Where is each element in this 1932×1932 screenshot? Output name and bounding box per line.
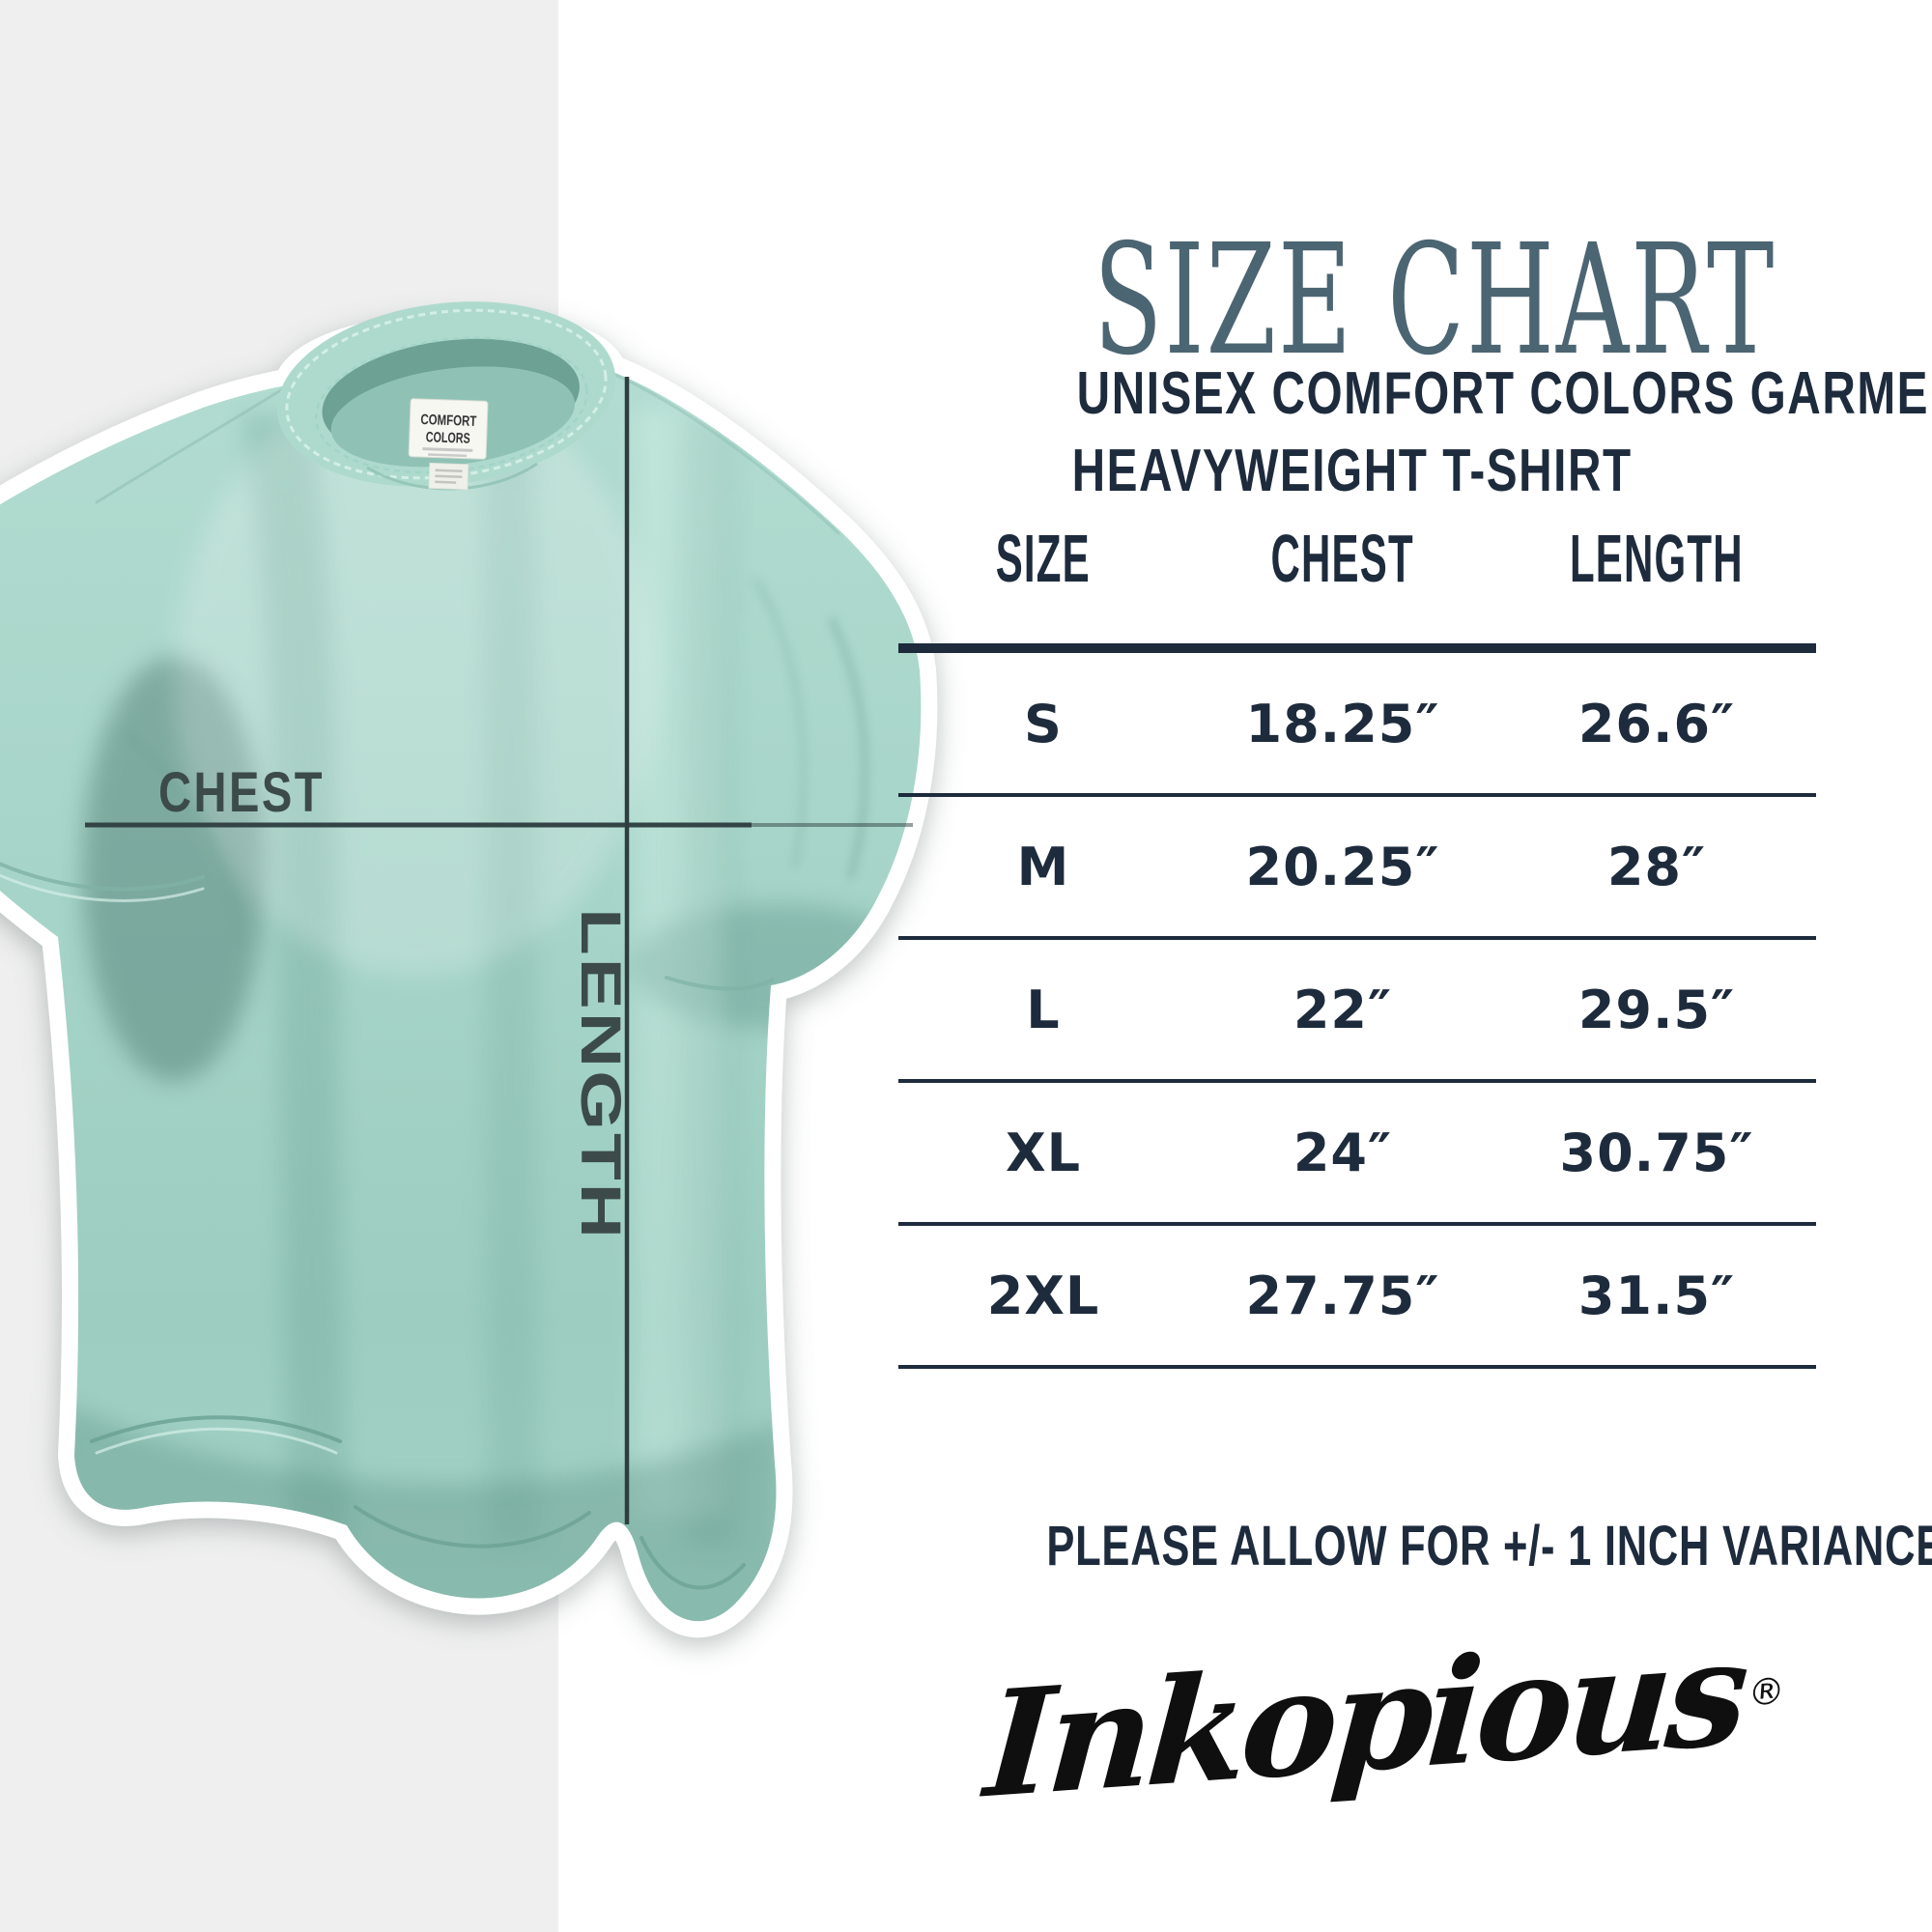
chest-cell: 27.75″: [1245, 1264, 1440, 1326]
table-row: L 22″ 29.5″: [898, 940, 1816, 1083]
size-table-header: SIZE CHEST LENGTH: [898, 520, 1816, 596]
length-cell: 30.75″: [1559, 1122, 1754, 1183]
subtitle-line-1: UNISEX COMFORT COLORS GARMENT-DYED: [1076, 360, 1932, 427]
size-cell: 2XL: [986, 1264, 1100, 1326]
column-header-size: SIZE: [995, 521, 1092, 596]
length-cell: 31.5″: [1577, 1264, 1736, 1326]
brand-logo: Inkopious®: [980, 1607, 1786, 1832]
measurement-annotations: CHEST LENGTH: [85, 377, 913, 1524]
length-cell: 28″: [1606, 836, 1707, 897]
tshirt-photo: COMFORT COLORS CHEST LENGTH: [0, 301, 938, 1638]
variance-note: PLEASE ALLOW FOR +/- 1 INCH VARIANCE IN …: [1046, 1515, 1932, 1577]
table-row: M 20.25″ 28″: [898, 797, 1816, 940]
size-cell: S: [1024, 693, 1063, 754]
column-header-length: LENGTH: [1570, 521, 1744, 596]
registered-trademark-icon: ®: [1747, 1668, 1787, 1715]
page-title: SIZE CHART: [918, 217, 1787, 384]
size-cell: L: [1026, 979, 1061, 1040]
tag-brand-line2: COLORS: [425, 429, 470, 447]
column-header-chest: CHEST: [1270, 521, 1415, 596]
table-header-rule: [898, 643, 1816, 653]
shirt-collar: [276, 301, 616, 487]
chest-cell: 18.25″: [1245, 693, 1440, 754]
length-cell: 29.5″: [1577, 979, 1736, 1040]
size-cell: M: [1016, 836, 1070, 897]
chest-cell: 20.25″: [1245, 836, 1440, 897]
chest-cell: 24″: [1293, 1122, 1393, 1183]
subtitle-line-2: HEAVYWEIGHT T-SHIRT: [1071, 438, 1634, 504]
table-row: 2XL 27.75″ 31.5″: [898, 1226, 1816, 1369]
table-row: XL 24″ 30.75″: [898, 1083, 1816, 1226]
chest-cell: 22″: [1293, 979, 1393, 1040]
length-measure-label: LENGTH: [569, 908, 632, 1241]
chest-measure-label: CHEST: [158, 761, 325, 824]
collar-tag: COMFORT COLORS: [408, 398, 489, 491]
shirt-seams: [0, 371, 840, 1590]
page-title-text: SIZE CHART: [1093, 212, 1776, 389]
brand-logo-text: Inkopious®: [980, 1606, 1787, 1832]
size-cell: XL: [1005, 1122, 1082, 1183]
tag-brand-line1: COMFORT: [420, 412, 477, 430]
length-cell: 26.6″: [1577, 693, 1736, 754]
table-row: S 18.25″ 26.6″: [898, 654, 1816, 797]
size-table-body: S 18.25″ 26.6″ M 20.25″ 28″ L 22″ 29.5″ …: [898, 654, 1816, 1369]
